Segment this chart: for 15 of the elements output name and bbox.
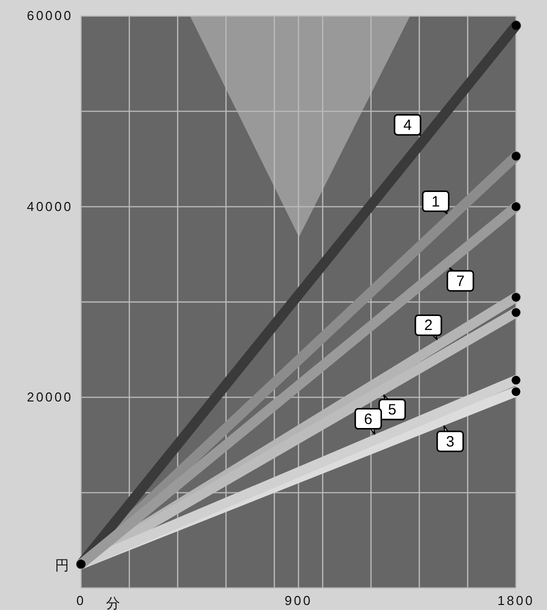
series-label: 2 [424, 317, 433, 334]
y-axis-title: 円 [55, 557, 69, 573]
y-tick-label: 20000 [26, 389, 73, 404]
series-label: 6 [364, 410, 372, 428]
y-tick-label: 40000 [26, 198, 73, 214]
series-label: 7 [456, 272, 465, 290]
x-tick-label: 0 [76, 593, 86, 608]
series-label: 4 [403, 116, 412, 134]
series-label: 1 [432, 193, 440, 210]
x-axis-title: 分 [106, 595, 120, 610]
series-label: 3 [446, 433, 454, 450]
x-tick-label: 900 [284, 593, 312, 608]
x-tick-label: 1800 [498, 593, 534, 608]
y-tick-label: 60000 [26, 8, 73, 24]
series-label: 5 [388, 402, 396, 419]
